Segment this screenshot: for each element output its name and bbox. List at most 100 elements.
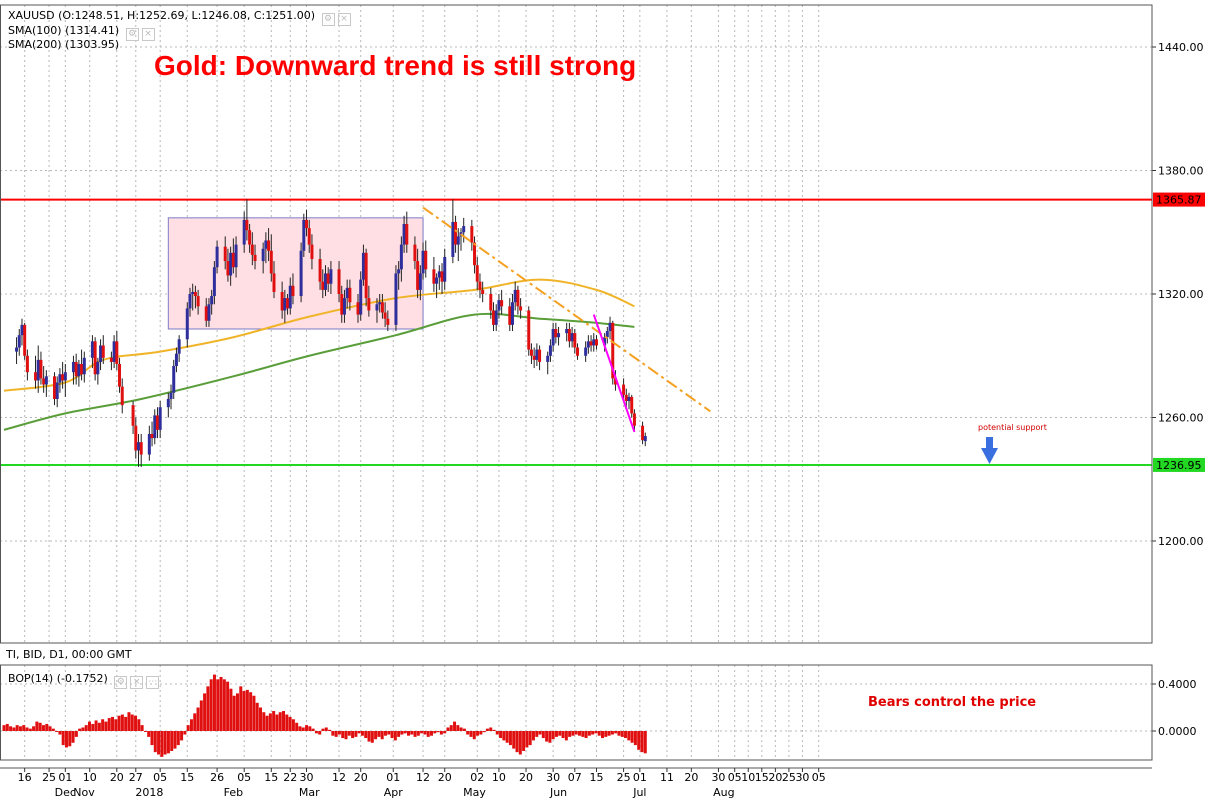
bop-bar (219, 676, 223, 731)
candle-body (340, 294, 344, 315)
bop-bar (324, 727, 328, 731)
bop-bar (226, 681, 230, 731)
month-label: Jul (632, 786, 646, 799)
candle-body (546, 355, 550, 362)
candle-body (34, 372, 38, 381)
bop-bar (393, 731, 397, 741)
bop-bar (71, 731, 75, 743)
candle-body (286, 298, 290, 309)
candle-body (608, 322, 612, 332)
candle-body (307, 228, 311, 245)
bop-bar (624, 731, 628, 739)
bop-bar (443, 731, 447, 734)
close-icon[interactable]: × (337, 13, 351, 26)
candle-body (613, 378, 617, 385)
x-tick-label: 05 (728, 771, 742, 784)
x-tick-label: 01 (633, 771, 647, 784)
candle-body (115, 341, 119, 364)
candle-body (177, 339, 181, 354)
bop-bar (568, 731, 572, 737)
bop-bar (199, 700, 203, 731)
bop-bar (61, 731, 65, 746)
x-tick-label: 20 (110, 771, 124, 784)
settings-icon[interactable]: ⚙ (125, 28, 139, 41)
bop-bar (45, 723, 49, 731)
candle-body (39, 359, 43, 379)
candle-body (17, 335, 21, 348)
more-icon[interactable]: ⋯ (146, 676, 160, 689)
candle-body (508, 306, 512, 325)
candle-body (361, 252, 365, 280)
timeframe-info: TI, BID, D1, 00:00 GMT (6, 648, 132, 661)
bop-bar (610, 731, 614, 735)
candle-body (231, 252, 235, 268)
candle-body (548, 345, 552, 356)
bop-bar (449, 725, 453, 731)
month-label: 2018 (135, 786, 163, 799)
bop-bar (360, 731, 364, 736)
x-tick-label: 16 (18, 771, 32, 784)
bop-bar (344, 731, 348, 740)
candle-body (291, 285, 295, 297)
bop-bar (436, 731, 440, 733)
bop-bar (235, 693, 239, 731)
bop-bar (637, 731, 641, 750)
candle-body (440, 271, 444, 282)
candle-body (210, 296, 214, 305)
candle-body (318, 259, 322, 282)
candle-body (386, 318, 390, 325)
bop-bar (387, 731, 391, 735)
horizontal-levels: 1365.87 1236.95 (0, 192, 1205, 472)
x-tick-label: 10 (492, 771, 506, 784)
bop-bar (594, 731, 598, 734)
bop-bar (620, 731, 624, 737)
candle-body (20, 324, 24, 336)
bop-bar (423, 731, 427, 735)
bop-bar (38, 722, 42, 731)
bop-y-tick-label: 0.0000 (1158, 725, 1197, 738)
bop-bar (354, 731, 358, 737)
bop-bar (206, 686, 210, 731)
bop-bar (18, 726, 22, 731)
candle-body (36, 359, 40, 381)
candle-body (359, 279, 363, 315)
settings-icon[interactable]: ⚙ (114, 676, 128, 689)
bop-bar (390, 731, 394, 739)
candle-body (470, 226, 474, 243)
bop-bar (643, 731, 647, 754)
bop-bar (252, 695, 256, 731)
bop-bar (469, 731, 473, 737)
bop-bar (130, 714, 134, 731)
bop-bar (545, 731, 549, 742)
x-tick-label: 02 (470, 771, 484, 784)
bop-bar (272, 711, 276, 731)
bop-bar (453, 721, 457, 731)
settings-icon[interactable]: ⚙ (321, 13, 335, 26)
candle-body (101, 345, 105, 358)
month-label: Mar (299, 786, 320, 799)
close-icon[interactable]: × (141, 28, 155, 41)
bop-bar (607, 731, 611, 736)
bop-bar (291, 719, 295, 731)
bop-bar (633, 731, 637, 746)
bop-bar (163, 731, 167, 755)
close-icon[interactable]: × (130, 676, 144, 689)
candle-body (188, 294, 192, 309)
candle-body (462, 226, 466, 233)
bop-bar (538, 731, 542, 735)
candle-body (193, 291, 197, 297)
candle-body (269, 250, 273, 274)
bop-bar (351, 731, 355, 739)
candle-body (641, 425, 645, 441)
x-tick-label: 20 (438, 771, 452, 784)
candle-body (169, 392, 173, 399)
bop-bar (140, 725, 144, 731)
bop-bar (364, 731, 368, 739)
candle-body (118, 363, 122, 387)
candles (15, 199, 647, 467)
bop-bar (505, 731, 509, 743)
bop-bar (183, 731, 187, 735)
bop-bar (117, 715, 121, 731)
candle-body (191, 291, 195, 294)
